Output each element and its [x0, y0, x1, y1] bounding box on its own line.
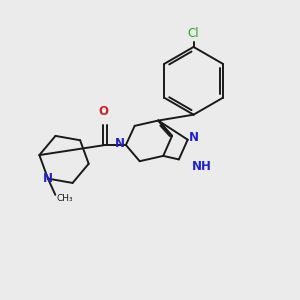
- Text: N: N: [189, 131, 199, 144]
- Text: O: O: [99, 106, 109, 118]
- Text: N: N: [43, 172, 53, 185]
- Text: NH: NH: [192, 160, 212, 173]
- Text: N: N: [114, 137, 124, 150]
- Text: Cl: Cl: [188, 27, 200, 40]
- Text: CH₃: CH₃: [56, 194, 73, 203]
